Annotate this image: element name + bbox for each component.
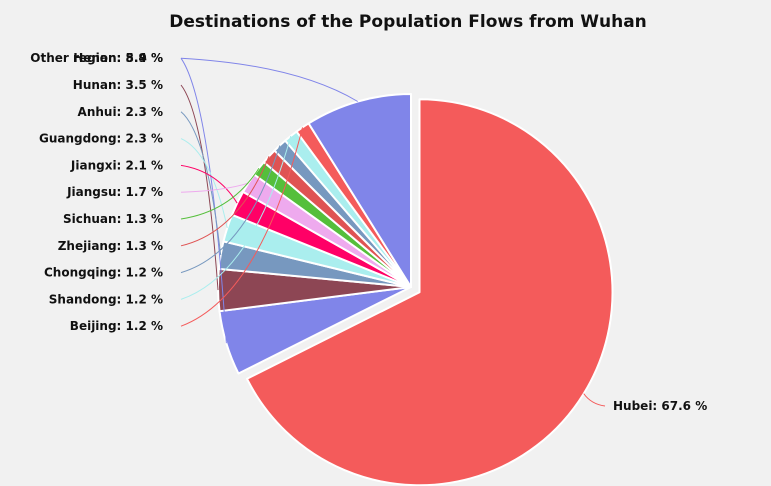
connector-anhui bbox=[180, 111, 222, 256]
pie-slice-hubei[interactable] bbox=[245, 98, 614, 486]
data-label-chongqing: Chongqing: 1.2 % bbox=[44, 266, 163, 280]
connector-sichuan bbox=[180, 167, 260, 220]
connector-chongqing bbox=[180, 145, 281, 274]
data-label-other-region: Other region: 8.9 % bbox=[30, 51, 163, 65]
data-label-zhejiang: Zhejiang: 1.3 % bbox=[58, 239, 163, 253]
connector-shandong bbox=[180, 135, 292, 300]
connector-zhejiang bbox=[180, 156, 270, 247]
chart-title: Destinations of the Population Flows fro… bbox=[169, 12, 647, 32]
data-label-jiangxi: Jiangxi: 2.1 % bbox=[70, 158, 163, 172]
data-label-henan: Henan: 5.4 % bbox=[73, 51, 163, 65]
data-label-shandong: Shandong: 1.2 % bbox=[49, 292, 163, 306]
connector-beijing bbox=[180, 127, 304, 327]
labels-layer: Hubei: 67.6 % Henan: 5.4 % Hunan: 3.5 % Anh… bbox=[30, 51, 707, 413]
connector-henan bbox=[180, 57, 227, 344]
connector-jiangsu bbox=[180, 182, 249, 193]
data-label-guangdong: Guangdong: 2.3 % bbox=[39, 132, 163, 146]
slices-layer bbox=[217, 93, 614, 486]
data-label-jiangsu: Jiangsu: 1.7 % bbox=[66, 185, 163, 199]
data-label-hunan: Hunan: 3.5 % bbox=[73, 78, 163, 92]
data-label-anhui: Anhui: 2.3 % bbox=[78, 105, 163, 119]
data-label-sichuan: Sichuan: 1.3 % bbox=[63, 212, 163, 226]
data-label-hubei: Hubei: 67.6 % bbox=[613, 399, 707, 413]
connector-other-region bbox=[180, 57, 358, 102]
connector-hubei bbox=[583, 393, 606, 407]
connectors-layer bbox=[180, 57, 606, 407]
data-label-beijing: Beijing: 1.2 % bbox=[70, 319, 163, 333]
connector-guangdong bbox=[180, 138, 228, 229]
